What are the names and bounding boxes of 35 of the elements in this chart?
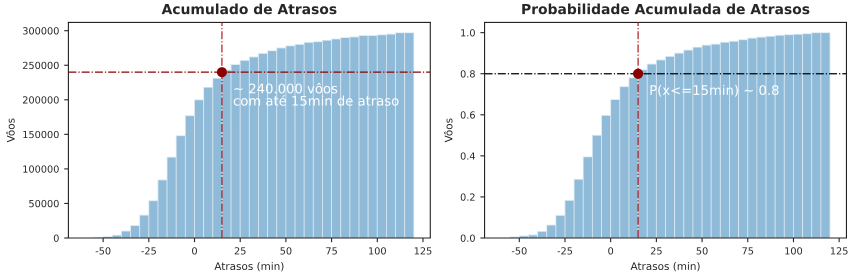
x-tick-label: 50 — [280, 247, 292, 255]
y-tick-label: 100000 — [23, 165, 59, 173]
x-tick-label: 50 — [696, 247, 708, 255]
x-tick-label: -25 — [141, 247, 156, 255]
x-tick-label: -25 — [558, 247, 572, 255]
x-tick-label: -50 — [512, 247, 527, 255]
x-tick-label: 75 — [326, 247, 337, 255]
y-axis-title: Vôos — [6, 118, 15, 142]
y-tick-label: 0.6 — [460, 111, 475, 119]
x-tick-label: 125 — [830, 247, 848, 255]
y-tick-label: 0.2 — [460, 193, 475, 201]
x-tick-label: 75 — [742, 247, 754, 255]
chart-title: Probabilidade Acumulada de Atrasos — [522, 4, 810, 14]
x-tick-label: 125 — [414, 247, 432, 255]
y-axis-title: Vôos — [444, 118, 453, 142]
y-tick-label: 300000 — [23, 27, 59, 35]
x-tick-label: -50 — [96, 247, 110, 255]
x-tick-label: 0 — [608, 247, 614, 255]
x-tick-label: 25 — [234, 247, 246, 255]
x-axis-title: Atrasos (min) — [214, 262, 284, 272]
y-tick-label: 250000 — [22, 62, 59, 70]
y-tick-label: 50000 — [29, 200, 59, 208]
x-axis-title: Atrasos (min) — [630, 262, 700, 272]
y-tick-label: 0 — [54, 234, 59, 242]
y-tick-label: 200000 — [22, 96, 59, 104]
x-tick-label: 0 — [192, 247, 197, 255]
x-tick-label: 100 — [785, 247, 802, 255]
y-tick-label: 0.8 — [460, 70, 475, 78]
y-tick-label: 1.0 — [461, 29, 475, 36]
y-tick-label: 0.0 — [460, 234, 475, 242]
x-tick-label: 100 — [369, 247, 386, 255]
y-tick-label: 150000 — [23, 130, 59, 138]
x-tick-label: 25 — [650, 247, 662, 255]
chart-title: Acumulado de Atrasos — [162, 4, 336, 14]
y-tick-label: 0.4 — [460, 152, 475, 160]
